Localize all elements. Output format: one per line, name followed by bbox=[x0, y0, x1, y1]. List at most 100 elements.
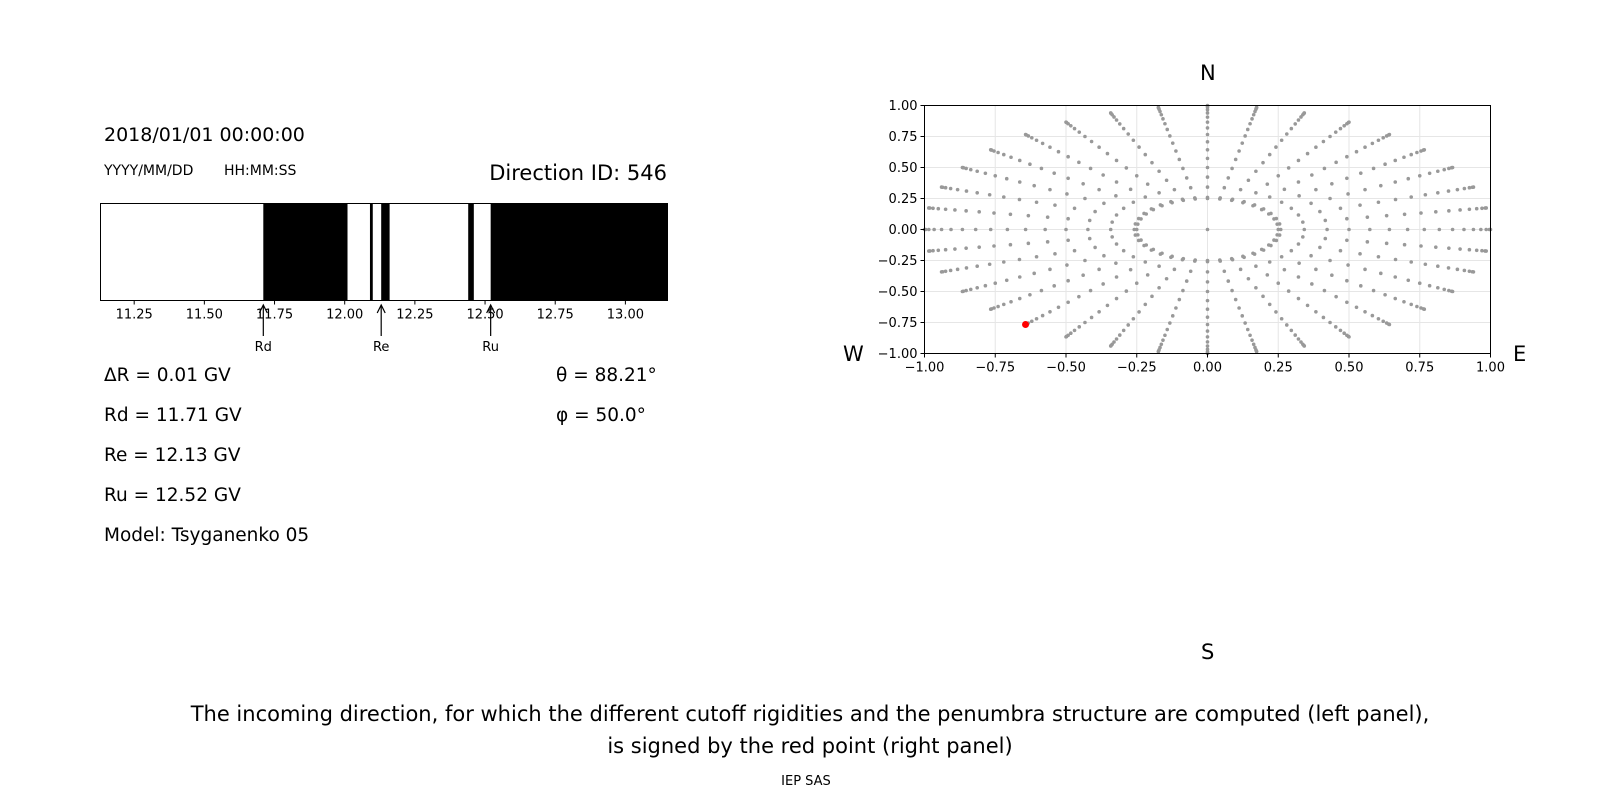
direction-point bbox=[1269, 211, 1273, 216]
direction-point bbox=[1363, 309, 1367, 314]
direction-point bbox=[1402, 299, 1406, 304]
direction-point bbox=[1205, 270, 1210, 274]
direction-point bbox=[1017, 180, 1022, 184]
direction-point bbox=[983, 283, 988, 288]
x-tick-label: 12.75 bbox=[537, 308, 574, 323]
direction-point bbox=[1254, 349, 1259, 354]
direction-point bbox=[993, 281, 998, 285]
direction-point bbox=[977, 210, 982, 214]
direction-point bbox=[1436, 190, 1440, 195]
direction-point bbox=[1447, 209, 1451, 213]
direction-point bbox=[1467, 269, 1472, 274]
direction-point bbox=[1124, 166, 1129, 170]
direction-point bbox=[1345, 278, 1349, 283]
direction-point bbox=[1086, 227, 1090, 232]
direction-point bbox=[1334, 160, 1338, 165]
direction-point bbox=[1446, 266, 1451, 270]
direction-point bbox=[1276, 174, 1281, 178]
x-tick-label: 11.25 bbox=[116, 308, 153, 323]
direction-point bbox=[1053, 203, 1057, 207]
direction-point bbox=[1066, 238, 1070, 243]
direction-point bbox=[1045, 240, 1050, 244]
direction-point bbox=[1446, 189, 1451, 193]
direction-point bbox=[996, 304, 1000, 309]
direction-point bbox=[1065, 263, 1069, 267]
penumbra-bars bbox=[263, 203, 668, 301]
direction-point bbox=[1309, 201, 1313, 206]
direction-point bbox=[1293, 333, 1298, 337]
direction-point bbox=[1387, 132, 1392, 137]
direction-point bbox=[1393, 197, 1398, 202]
direction-point bbox=[955, 187, 960, 192]
direction-point bbox=[1237, 149, 1241, 153]
direction-point bbox=[1254, 285, 1258, 290]
direction-point bbox=[1269, 243, 1273, 248]
direction-point bbox=[1286, 289, 1291, 293]
direction-point bbox=[1467, 185, 1472, 190]
direction-point bbox=[1064, 120, 1068, 124]
direction-point bbox=[936, 248, 941, 253]
direction-point bbox=[1250, 338, 1254, 342]
direction-point bbox=[1134, 281, 1139, 285]
delta-r-value: ΔR = 0.01 GV bbox=[104, 365, 231, 386]
direction-point bbox=[1131, 254, 1136, 259]
x-tick-label: 12.00 bbox=[326, 308, 363, 323]
direction-point bbox=[1296, 158, 1301, 163]
direction-point bbox=[1172, 267, 1177, 272]
direction-point bbox=[1393, 275, 1398, 279]
direction-point bbox=[1065, 192, 1069, 196]
direction-point bbox=[1205, 165, 1210, 170]
direction-point bbox=[1169, 199, 1173, 204]
direction-point bbox=[1180, 197, 1185, 202]
penumbra-chart: 11.25 11.50 11.75 12.00 12.25 12.50 12.75 13.00… bbox=[100, 203, 668, 355]
direction-point bbox=[1342, 123, 1346, 128]
direction-point bbox=[1345, 238, 1349, 243]
direction-point bbox=[1230, 257, 1235, 262]
direction-point bbox=[1008, 212, 1013, 217]
direction-point bbox=[1252, 203, 1257, 207]
direction-point bbox=[1032, 271, 1036, 276]
direction-point bbox=[1243, 134, 1247, 138]
direction-point bbox=[1409, 302, 1414, 307]
direction-point bbox=[1289, 126, 1294, 131]
direction-point bbox=[1328, 134, 1332, 139]
direction-point bbox=[1462, 268, 1467, 273]
direction-point bbox=[1205, 227, 1210, 232]
direction-point bbox=[1165, 127, 1170, 132]
direction-point bbox=[1001, 302, 1006, 307]
direction-point bbox=[1149, 207, 1154, 211]
direction-point bbox=[1132, 227, 1137, 232]
direction-point bbox=[1363, 187, 1367, 192]
direction-point bbox=[1379, 271, 1383, 276]
direction-point bbox=[1328, 196, 1332, 201]
direction-point bbox=[1338, 126, 1343, 131]
direction-point bbox=[1237, 306, 1241, 310]
direction-point bbox=[1131, 200, 1136, 205]
direction-point bbox=[1077, 294, 1081, 299]
direction-point bbox=[1422, 227, 1427, 232]
direction-point bbox=[1346, 263, 1350, 267]
direction-point bbox=[1163, 121, 1167, 126]
direction-point bbox=[1354, 305, 1359, 310]
direction-point bbox=[1274, 216, 1279, 221]
direction-point bbox=[1368, 227, 1372, 232]
y-tick-label: −0.50 bbox=[878, 285, 918, 300]
direction-point bbox=[1345, 154, 1349, 159]
direction-point bbox=[992, 211, 996, 215]
direction-point bbox=[1157, 264, 1161, 269]
y-tick-label: 1.00 bbox=[889, 99, 918, 114]
direction-point bbox=[1379, 183, 1383, 188]
direction-point bbox=[1330, 273, 1334, 278]
direction-point bbox=[1114, 337, 1119, 341]
direction-point bbox=[1121, 206, 1126, 211]
direction-point bbox=[1333, 130, 1338, 134]
direction-point bbox=[1297, 261, 1301, 265]
ru-value: Ru = 12.52 GV bbox=[104, 485, 241, 506]
direction-point bbox=[1433, 245, 1438, 249]
forbidden-band bbox=[490, 203, 668, 301]
direction-point bbox=[1471, 185, 1476, 189]
direction-point bbox=[1279, 138, 1284, 143]
direction-point bbox=[1121, 126, 1126, 131]
direction-point bbox=[1455, 187, 1460, 192]
direction-point bbox=[1101, 282, 1105, 286]
